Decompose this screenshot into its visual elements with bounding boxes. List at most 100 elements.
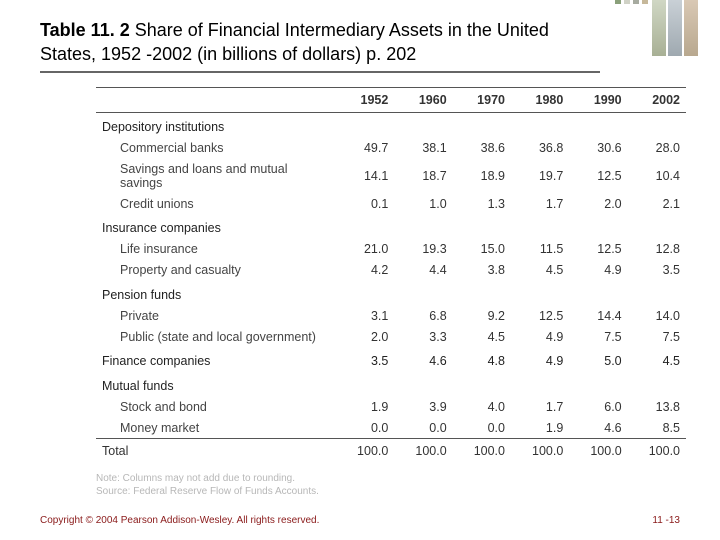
cell: 6.0 [569,396,627,417]
table-row: Money market0.00.00.01.94.68.5 [96,417,686,439]
cell: 36.8 [511,137,569,158]
cell [569,214,627,239]
row-label: Public (state and local government) [96,326,336,347]
table-row: Pension funds [96,281,686,306]
cell: 30.6 [569,137,627,158]
cell [394,281,452,306]
row-label: Private [96,305,336,326]
cell [394,372,452,397]
dot [633,0,639,4]
row-label: Commercial banks [96,137,336,158]
row-label: Depository institutions [96,112,336,137]
cell: 3.9 [394,396,452,417]
row-label: Pension funds [96,281,336,306]
cell: 19.3 [394,239,452,260]
footer: Copyright © 2004 Pearson Addison-Wesley.… [40,515,680,526]
table-row: Private3.16.89.212.514.414.0 [96,305,686,326]
cell: 38.6 [453,137,511,158]
row-label: Money market [96,417,336,439]
cell: 5.0 [569,347,627,372]
cell: 8.5 [628,417,686,439]
stripe [684,0,698,56]
cell [628,214,686,239]
cell: 100.0 [628,439,686,462]
cell: 4.5 [511,260,569,281]
cell: 15.0 [453,239,511,260]
cell [336,214,394,239]
cell: 4.9 [511,347,569,372]
cell [336,372,394,397]
dot [615,0,621,4]
cell [394,214,452,239]
cell: 3.5 [336,347,394,372]
cell: 1.0 [394,193,452,214]
cell: 4.2 [336,260,394,281]
cell: 12.5 [569,158,627,193]
cell: 1.9 [336,396,394,417]
col-header-year: 1952 [336,87,394,112]
cell [569,281,627,306]
cell [569,372,627,397]
cell: 18.9 [453,158,511,193]
row-label: Savings and loans and mutual savings [96,158,336,193]
cell [453,112,511,137]
cell: 4.8 [453,347,511,372]
cell [453,372,511,397]
cell: 3.5 [628,260,686,281]
cell: 4.9 [511,326,569,347]
corner-art [628,0,698,64]
note-line: Note: Columns may not add due to roundin… [96,472,686,486]
col-header-year: 1960 [394,87,452,112]
note-line: Source: Federal Reserve Flow of Funds Ac… [96,485,686,499]
cell [569,112,627,137]
cell: 18.7 [394,158,452,193]
row-label: Insurance companies [96,214,336,239]
cell: 14.1 [336,158,394,193]
cell [628,281,686,306]
page-title: Table 11. 2 Share of Financial Intermedi… [40,18,600,67]
cell: 13.8 [628,396,686,417]
cell: 4.5 [628,347,686,372]
table-row: Property and casualty4.24.43.84.54.93.5 [96,260,686,281]
cell: 100.0 [511,439,569,462]
cell: 14.4 [569,305,627,326]
page: Table 11. 2 Share of Financial Intermedi… [0,0,720,540]
col-header-year: 1990 [569,87,627,112]
table-row: Savings and loans and mutual savings14.1… [96,158,686,193]
cell: 7.5 [628,326,686,347]
stripe [652,0,666,56]
cell: 4.6 [394,347,452,372]
cell [511,372,569,397]
cell: 10.4 [628,158,686,193]
cell: 2.0 [569,193,627,214]
cell: 9.2 [453,305,511,326]
row-label: Finance companies [96,347,336,372]
row-label: Credit unions [96,193,336,214]
cell [394,112,452,137]
cell: 2.0 [336,326,394,347]
row-label: Total [96,439,336,462]
cell: 12.5 [511,305,569,326]
copyright: Copyright © 2004 Pearson Addison-Wesley.… [40,515,319,526]
title-block: Table 11. 2 Share of Financial Intermedi… [40,18,600,73]
row-label: Mutual funds [96,372,336,397]
cell: 0.0 [394,417,452,439]
table-row: Total100.0100.0100.0100.0100.0100.0 [96,439,686,462]
table-wrap: 195219601970198019902002 Depository inst… [96,87,686,499]
cell: 6.8 [394,305,452,326]
cell: 4.6 [569,417,627,439]
table-row: Mutual funds [96,372,686,397]
cell: 1.3 [453,193,511,214]
cell: 1.7 [511,396,569,417]
col-header-label [96,87,336,112]
table-notes: Note: Columns may not add due to roundin… [96,472,686,499]
cell: 100.0 [453,439,511,462]
table-body: Depository institutionsCommercial banks 4… [96,112,686,462]
cell: 1.7 [511,193,569,214]
cell [628,372,686,397]
cell: 0.0 [453,417,511,439]
cell: 11.5 [511,239,569,260]
dot [642,0,648,4]
cell: 12.8 [628,239,686,260]
dot [624,0,630,4]
